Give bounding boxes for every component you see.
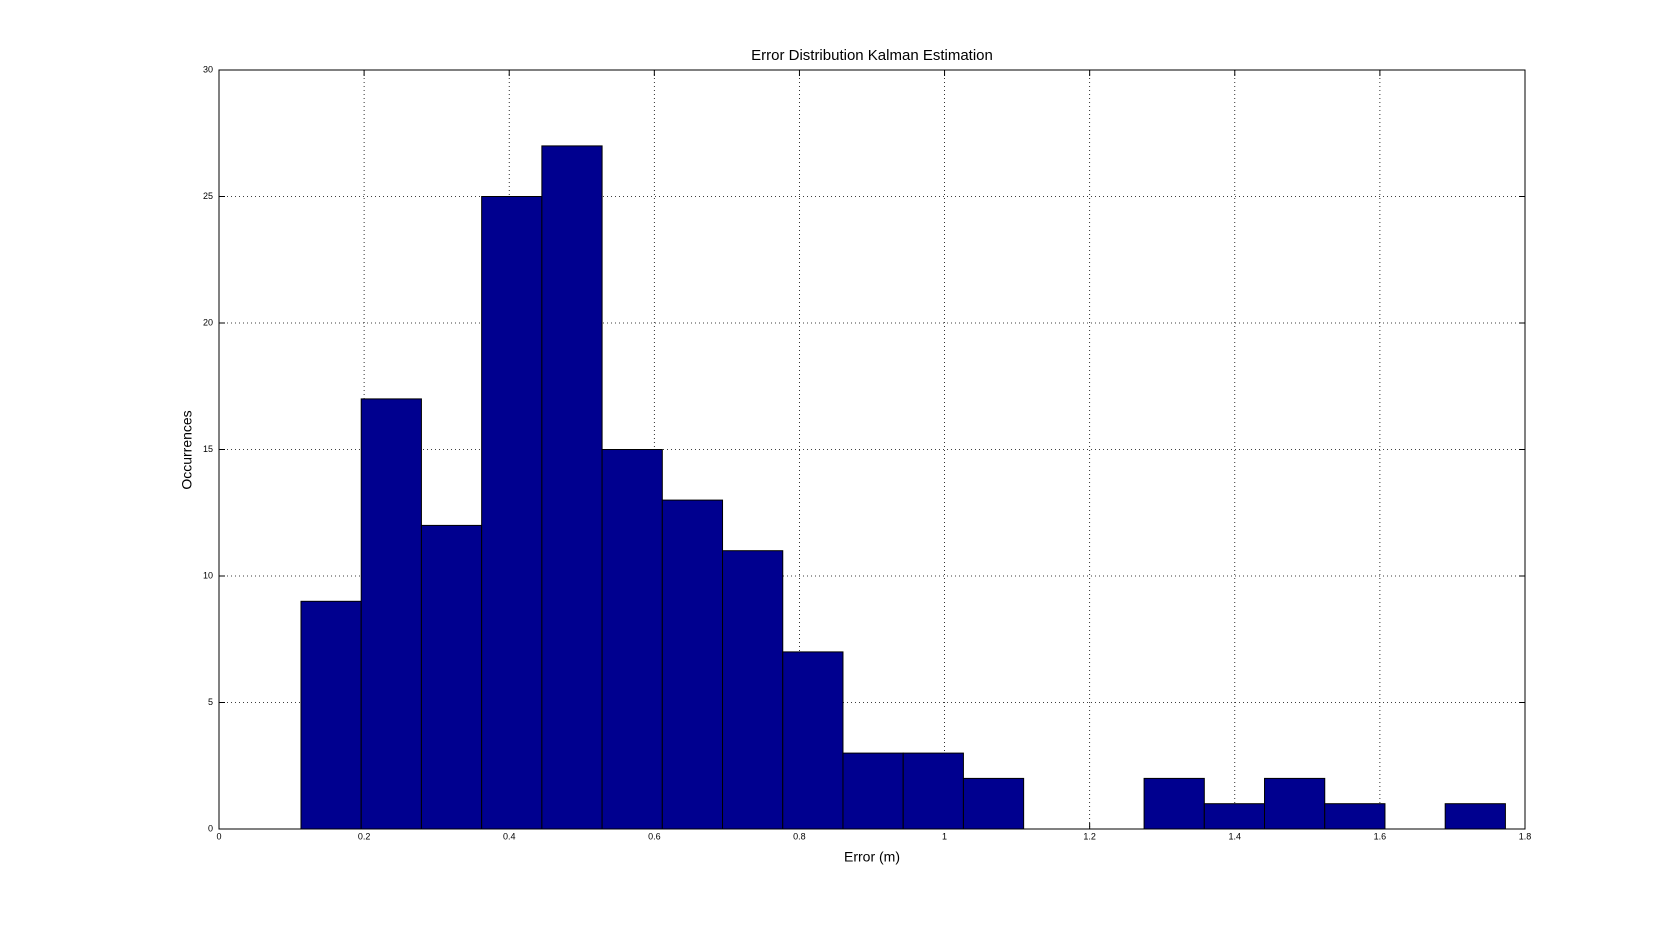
y-tick-label: 20 bbox=[203, 317, 213, 327]
bar bbox=[300, 600, 362, 830]
bar bbox=[1324, 803, 1386, 830]
bar bbox=[1444, 803, 1506, 830]
y-tick-label: 15 bbox=[203, 444, 213, 454]
bar bbox=[420, 524, 483, 830]
bar bbox=[541, 145, 603, 830]
bar bbox=[782, 651, 844, 830]
x-tick-label: 1.6 bbox=[1374, 831, 1387, 841]
bar bbox=[481, 196, 543, 830]
bar bbox=[842, 752, 904, 830]
y-tick-label: 10 bbox=[203, 570, 213, 580]
x-tick-label: 0.4 bbox=[503, 831, 516, 841]
y-tick-label: 5 bbox=[208, 697, 213, 707]
bar bbox=[962, 777, 1025, 830]
x-tick-label: 0.2 bbox=[358, 831, 371, 841]
x-tick-label: 1.4 bbox=[1229, 831, 1242, 841]
x-tick-label: 1.2 bbox=[1083, 831, 1096, 841]
bar bbox=[1264, 777, 1326, 830]
y-tick-label: 30 bbox=[203, 64, 213, 74]
chart-title: Error Distribution Kalman Estimation bbox=[751, 47, 993, 64]
x-axis-label: Error (m) bbox=[844, 849, 900, 865]
y-tick-label: 0 bbox=[208, 823, 213, 833]
x-tick-label: 0.6 bbox=[648, 831, 661, 841]
bar bbox=[661, 499, 724, 830]
x-tick-label: 0 bbox=[216, 831, 221, 841]
bar bbox=[1143, 777, 1205, 830]
x-tick-label: 1.8 bbox=[1519, 831, 1532, 841]
y-axis-label: Occurrences bbox=[179, 410, 195, 489]
y-tick-label: 25 bbox=[203, 191, 213, 201]
plot-frame bbox=[218, 69, 1526, 830]
bar bbox=[902, 752, 964, 830]
x-tick-label: 0.8 bbox=[793, 831, 806, 841]
x-tick-label: 1 bbox=[942, 831, 947, 841]
bar bbox=[360, 398, 422, 830]
bar bbox=[722, 550, 784, 830]
bar bbox=[1203, 803, 1266, 830]
bar bbox=[601, 449, 663, 830]
